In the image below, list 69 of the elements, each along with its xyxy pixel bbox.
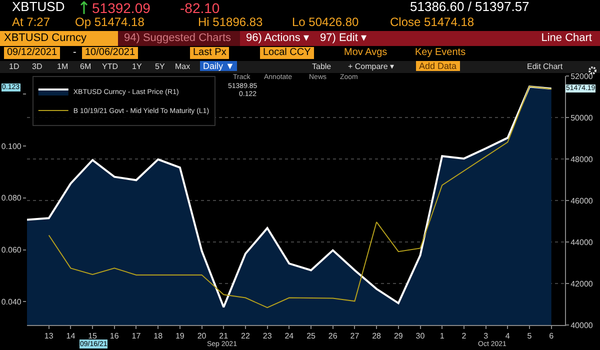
text: Daily ▼ [200,61,238,72]
text: At 7:27 [12,15,50,30]
y2-tick-label: 44000 [570,238,594,247]
text: Lo 50426.80 [292,15,359,30]
x-tick-label: 6 [549,332,554,341]
y2-tick-label: 50000 [570,113,594,122]
text: XBTUSD Curncy [4,32,87,45]
text: 51386.60 / 51397.57 [410,0,530,15]
y2-tick-label: 46000 [570,196,594,206]
y-tick-label: 0.080 [1,194,22,203]
x-tick-label: 23 [262,332,272,341]
x-tick-label: 15 [88,332,98,341]
y2-tick-label: 40000 [570,320,594,330]
x-tick-label: 20 [197,332,207,341]
x-tick-label: 13 [44,332,54,341]
y-tick-label: 0.040 [1,297,22,306]
y2-tick-label: 42000 [570,279,594,288]
x-tick-label: 5 [527,332,532,341]
text: 1D [9,62,20,72]
text: 1Y [132,62,142,72]
text: 96) Actions ▾ [246,32,310,45]
text: + Compare ▾ [348,62,394,72]
text: Edit Chart [527,62,563,72]
x-tick-label: 28 [372,332,382,341]
x-tick-label: 16 [110,332,120,341]
text: 5Y [155,62,165,72]
y2-tick-label: 52000 [570,72,594,81]
text: Add Data [416,61,460,72]
text: Mov Avgs [344,47,388,58]
text: -82.10 [180,0,220,16]
text: Close 51474.18 [390,15,474,30]
x-tick-label: 26 [328,332,338,341]
x-tick-label: 18 [154,332,164,341]
text: 09/12/2021 [4,47,60,58]
text: Key Events [415,47,466,58]
text: - [73,47,76,58]
x-tick-label: 29 [394,332,404,341]
y2-tick-label: 48000 [570,154,594,164]
text: Last Px [190,47,230,58]
text: Op 51474.18 [75,15,144,30]
text: Local CCY [260,47,314,58]
text: 97) Edit ▾ [320,32,367,45]
x-tick-label: 22 [241,332,250,341]
x-tick-label: 24 [284,332,294,341]
text: 3D [32,62,42,72]
text: 6M [80,62,92,72]
text: XBTUSD [12,0,65,15]
x-tick-label: 19 [175,332,185,341]
text: 51392.09 [92,0,150,16]
y-tick-label: 0.060 [1,246,22,255]
text: YTD [102,62,118,72]
x-tick-label: 21 [219,332,229,341]
x-tick-label: 3 [484,332,489,341]
x-tick-label: 30 [416,332,426,341]
text: Line Chart [541,32,592,45]
x-tick-label: 27 [350,332,360,341]
text: Hi 51896.83 [198,15,263,30]
x-tick-label: 4 [505,332,510,341]
x-tick-label: 14 [66,332,76,341]
text: Max [175,62,190,72]
x-tick-label: 25 [306,332,316,341]
x-tick-label: 1 [440,332,445,341]
text: 1M [57,62,68,72]
x-tick-label: 17 [132,332,142,341]
text: Table [312,62,332,72]
text: 94) Suggested Charts [124,32,232,45]
y-tick-label: 0.100 [1,142,22,151]
x-tick-label: 2 [462,332,467,341]
text: 10/06/2021 [82,47,138,58]
